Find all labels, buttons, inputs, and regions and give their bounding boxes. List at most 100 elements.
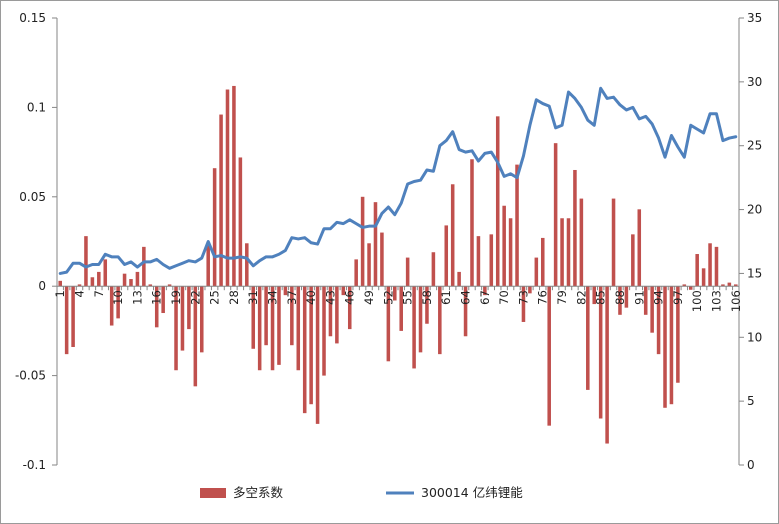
- left-tick-label: 0: [38, 279, 46, 293]
- x-tick-label: 34: [266, 290, 280, 305]
- bar-50: [373, 202, 378, 287]
- bar-86: [605, 286, 609, 444]
- price-line: [58, 86, 738, 275]
- bar-30: [245, 243, 249, 287]
- bar-8: [103, 259, 108, 287]
- line-series: [58, 86, 738, 275]
- bar-64: [463, 286, 468, 337]
- bar-39: [302, 286, 307, 414]
- bar-58: [425, 286, 429, 324]
- bar-20: [180, 286, 185, 351]
- bar-103: [714, 246, 719, 287]
- bar-61: [444, 225, 449, 287]
- x-tick-label: 100: [690, 290, 704, 312]
- x-tick-label: 79: [555, 290, 569, 305]
- bar-43: [328, 286, 333, 337]
- bar-25: [212, 168, 217, 287]
- right-axis-ticks: 0 5 10 15 20 25 30 35: [739, 11, 762, 472]
- bar-17: [161, 286, 165, 314]
- left-tick-label: 0.1: [27, 100, 46, 114]
- bar-5: [84, 236, 88, 287]
- bar-16: [154, 286, 159, 328]
- right-tick-label: 35: [747, 11, 762, 25]
- bar-3: [71, 286, 75, 347]
- legend-label-line: 300014 亿纬锂能: [421, 485, 523, 500]
- x-tick-label: 76: [536, 290, 550, 305]
- x-tick-label: 88: [613, 290, 627, 305]
- bar-45: [341, 286, 346, 296]
- bar-52: [386, 286, 391, 362]
- bar-28: [232, 85, 236, 287]
- bar-35: [277, 286, 281, 365]
- bar-4: [77, 284, 82, 287]
- bar-29: [238, 157, 243, 287]
- legend: 多空系数 300014 亿纬锂能: [200, 485, 523, 500]
- bar-40: [309, 286, 313, 405]
- x-tick-label: 46: [343, 290, 357, 305]
- bar-75: [534, 257, 539, 287]
- right-tick-label: 20: [747, 203, 762, 217]
- legend-label-bar: 多空系数: [233, 485, 284, 500]
- bar-77: [547, 286, 551, 426]
- x-tick-label: 97: [671, 290, 685, 305]
- x-tick-label: 61: [439, 290, 453, 305]
- bar-38: [296, 286, 301, 371]
- left-tick-label: 0.15: [19, 11, 46, 25]
- bar-85: [598, 286, 603, 419]
- x-tick-label: 91: [632, 290, 646, 305]
- bar-57: [418, 286, 423, 353]
- x-tick-label: 94: [652, 290, 666, 305]
- bar-37: [290, 286, 294, 346]
- bar-46: [347, 286, 352, 330]
- bar-44: [335, 286, 339, 344]
- bar-9: [109, 286, 114, 326]
- bar-48: [360, 196, 365, 287]
- bar-106: [734, 284, 738, 287]
- bar-87: [611, 198, 616, 287]
- right-tick-label: 10: [747, 330, 762, 344]
- bar-60: [438, 286, 442, 355]
- bar-33: [264, 286, 268, 346]
- bar-99: [688, 286, 693, 290]
- bar-98: [682, 284, 687, 287]
- x-tick-label: 64: [459, 290, 473, 305]
- bar-101: [701, 268, 706, 287]
- left-tick-label: 0.05: [19, 190, 46, 204]
- bar-1: [58, 280, 62, 287]
- bar-2: [64, 286, 69, 355]
- legend-swatch-bar: [200, 488, 226, 498]
- bar-88: [618, 286, 622, 315]
- bar-15: [148, 284, 153, 287]
- bar-series: [58, 85, 738, 444]
- bar-74: [528, 286, 532, 294]
- bar-13: [135, 271, 140, 287]
- x-tick-label: 1: [53, 290, 67, 297]
- bar-24: [206, 245, 210, 287]
- bar-73: [521, 286, 526, 322]
- bar-76: [540, 237, 545, 287]
- bar-89: [624, 286, 629, 308]
- bar-81: [573, 169, 577, 287]
- bar-42: [322, 286, 326, 376]
- x-tick-label: 16: [150, 290, 164, 305]
- bar-21: [187, 286, 191, 330]
- bar-105: [727, 282, 732, 287]
- bar-100: [695, 254, 699, 287]
- bar-78: [553, 143, 558, 287]
- bar-7: [97, 271, 101, 287]
- bar-62: [450, 184, 455, 287]
- bar-41: [315, 286, 320, 424]
- bar-71: [508, 218, 513, 287]
- bar-68: [489, 234, 494, 287]
- bar-79: [560, 218, 564, 287]
- x-tick-label: 43: [323, 290, 337, 305]
- bar-53: [393, 286, 397, 301]
- x-tick-label: 55: [401, 290, 415, 305]
- x-tick-label: 67: [478, 290, 492, 305]
- x-tick-label: 52: [381, 290, 395, 305]
- left-tick-label: -0.1: [23, 458, 46, 472]
- bar-31: [251, 286, 256, 349]
- bar-51: [380, 232, 384, 287]
- x-tick-label: 4: [73, 290, 87, 297]
